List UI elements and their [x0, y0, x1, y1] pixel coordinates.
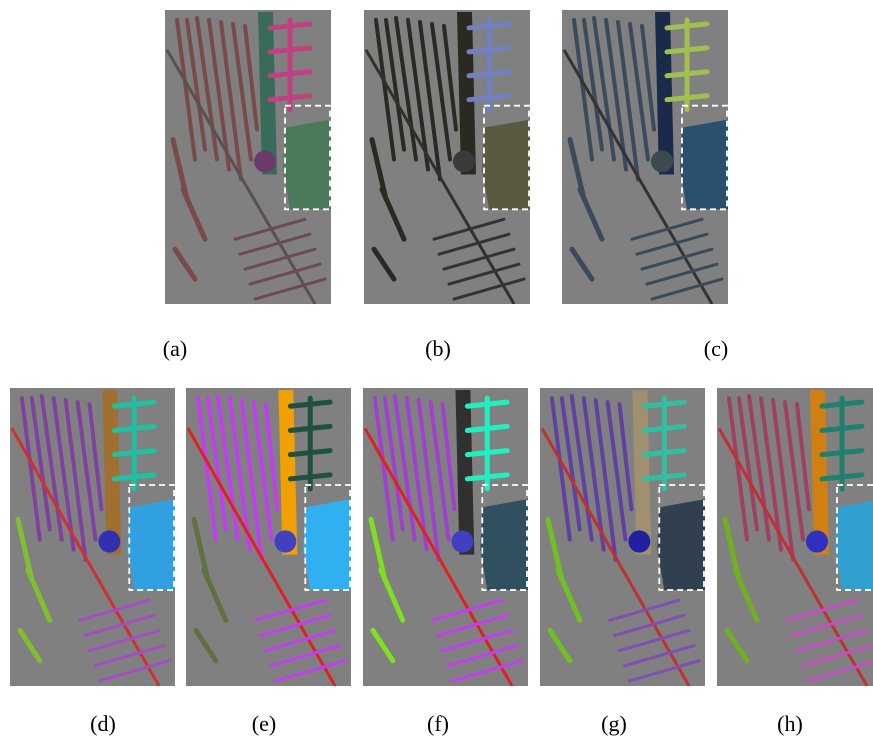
map-b — [364, 10, 530, 304]
panel-label: (e) — [252, 711, 276, 736]
panel-label: (c) — [704, 336, 728, 361]
map-d — [10, 388, 175, 686]
panel-label: (f) — [427, 711, 449, 736]
map-a — [165, 10, 331, 304]
map-f — [363, 388, 528, 686]
map-c — [562, 10, 728, 304]
panel-label: (h) — [777, 711, 803, 736]
panel-label: (g) — [601, 711, 627, 736]
panel-label: (a) — [163, 336, 187, 361]
map-g — [540, 388, 705, 686]
panel-label: (b) — [425, 336, 451, 361]
map-h — [717, 388, 873, 686]
panel-label: (d) — [90, 711, 116, 736]
figure: (a) (b) (c) (d) (e) (f) (g) (h) — [0, 0, 873, 746]
map-e — [186, 388, 351, 686]
